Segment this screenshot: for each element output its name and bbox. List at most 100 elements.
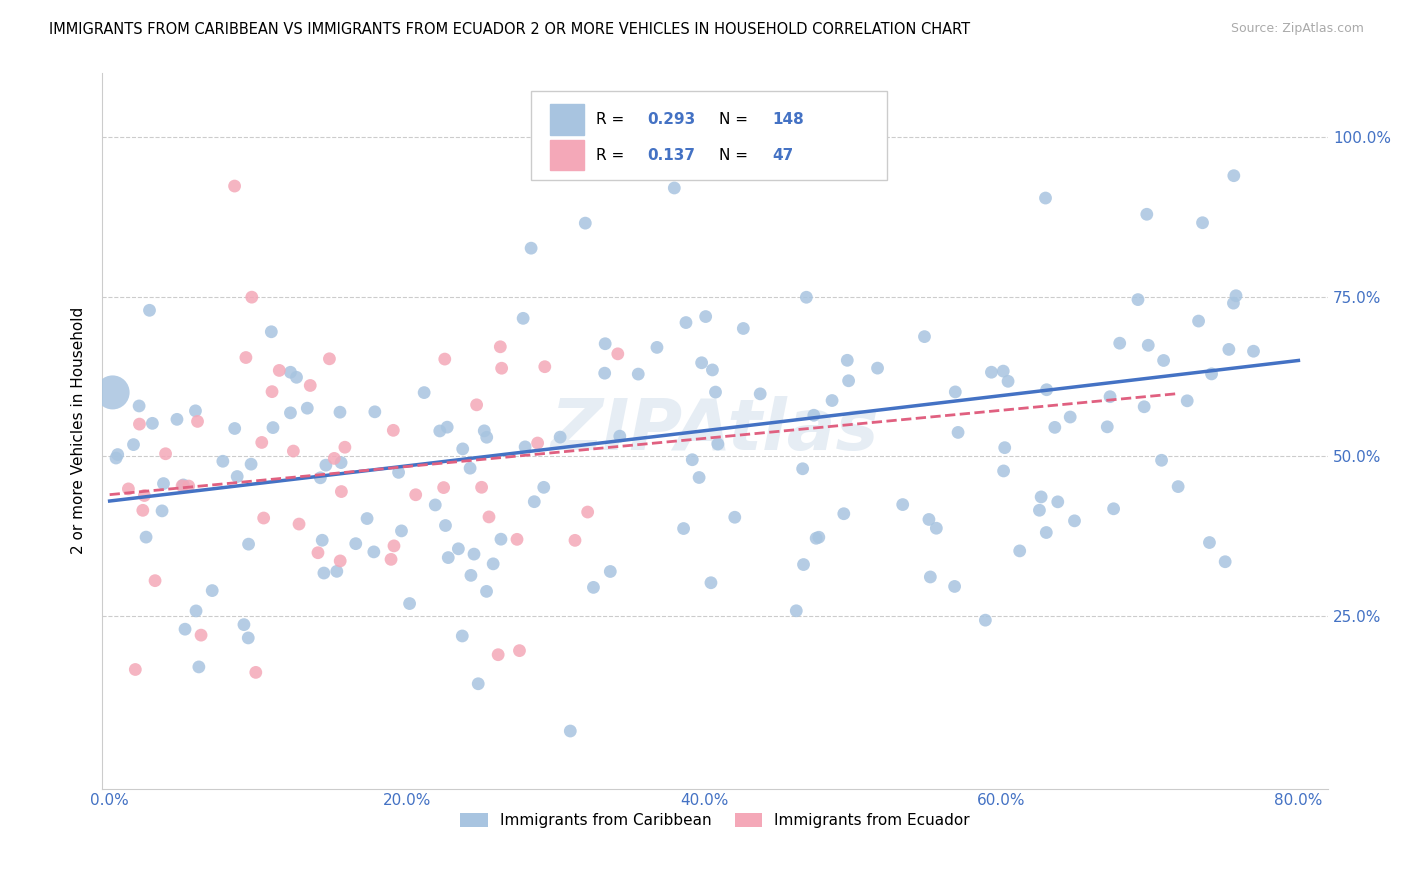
Point [1201, 367, 1223, 381]
Point [943, 579, 966, 593]
Point [224, 179, 246, 194]
Point [560, 724, 582, 739]
Point [174, 622, 197, 636]
Point [330, 456, 353, 470]
Point [433, 481, 456, 495]
Point [1175, 393, 1198, 408]
Point [866, 361, 889, 376]
Point [434, 518, 457, 533]
Text: 0.137: 0.137 [648, 148, 696, 162]
Point [838, 374, 860, 388]
Point [172, 479, 194, 493]
Point [124, 663, 146, 677]
Point [288, 517, 311, 532]
Point [475, 584, 498, 599]
Point [190, 628, 212, 642]
Point [135, 530, 157, 544]
Point [138, 303, 160, 318]
Point [1218, 343, 1240, 357]
Point [122, 437, 145, 451]
Point [1031, 490, 1053, 504]
Point [233, 617, 256, 632]
Point [240, 457, 263, 471]
Point [155, 447, 177, 461]
Point [134, 489, 156, 503]
Text: ZIPAtlas: ZIPAtlas [551, 396, 879, 466]
Point [792, 558, 814, 572]
Text: 148: 148 [773, 112, 804, 127]
Point [250, 435, 273, 450]
Point [707, 437, 730, 451]
Point [1243, 344, 1265, 359]
Point [101, 385, 124, 400]
Point [318, 351, 340, 366]
Point [269, 363, 291, 377]
Point [943, 384, 966, 399]
Point [832, 507, 855, 521]
Point [645, 340, 668, 354]
Point [785, 604, 807, 618]
Point [436, 420, 458, 434]
Point [506, 533, 529, 547]
Point [574, 216, 596, 230]
Point [548, 430, 571, 444]
Text: N =: N = [718, 112, 752, 127]
Point [312, 566, 335, 580]
Point [523, 494, 546, 508]
Point [1126, 293, 1149, 307]
Point [437, 550, 460, 565]
Point [803, 409, 825, 423]
Point [724, 510, 747, 524]
Point [1137, 338, 1160, 352]
Point [749, 387, 772, 401]
Point [1191, 216, 1213, 230]
Point [672, 522, 695, 536]
Point [184, 604, 207, 618]
Point [690, 356, 713, 370]
Point [329, 405, 352, 419]
Point [117, 482, 139, 496]
Point [837, 353, 859, 368]
Point [700, 575, 723, 590]
Point [240, 290, 263, 304]
Point [398, 597, 420, 611]
Point [1059, 410, 1081, 425]
Point [382, 423, 405, 437]
Point [364, 405, 387, 419]
Point [1167, 480, 1189, 494]
Point [946, 425, 969, 440]
Point [211, 454, 233, 468]
Point [177, 479, 200, 493]
Text: R =: R = [596, 112, 630, 127]
Point [704, 385, 727, 400]
Point [141, 417, 163, 431]
Point [1008, 544, 1031, 558]
Point [564, 533, 586, 548]
Point [993, 364, 1015, 378]
Point [695, 310, 717, 324]
Point [166, 412, 188, 426]
Point [260, 384, 283, 399]
Point [333, 440, 356, 454]
Point [285, 370, 308, 384]
Point [297, 401, 319, 416]
Point [513, 440, 536, 454]
Point [920, 570, 942, 584]
Point [533, 359, 555, 374]
Point [486, 648, 509, 662]
Point [792, 462, 814, 476]
Point [1225, 289, 1247, 303]
Point [582, 581, 605, 595]
Point [260, 325, 283, 339]
Point [891, 498, 914, 512]
Point [172, 478, 194, 492]
Point [245, 665, 267, 680]
Point [451, 629, 474, 643]
Point [187, 660, 209, 674]
Point [413, 385, 436, 400]
Point [1108, 336, 1130, 351]
Point [1035, 191, 1057, 205]
Point [382, 539, 405, 553]
Point [299, 378, 322, 392]
Text: N =: N = [718, 148, 752, 162]
